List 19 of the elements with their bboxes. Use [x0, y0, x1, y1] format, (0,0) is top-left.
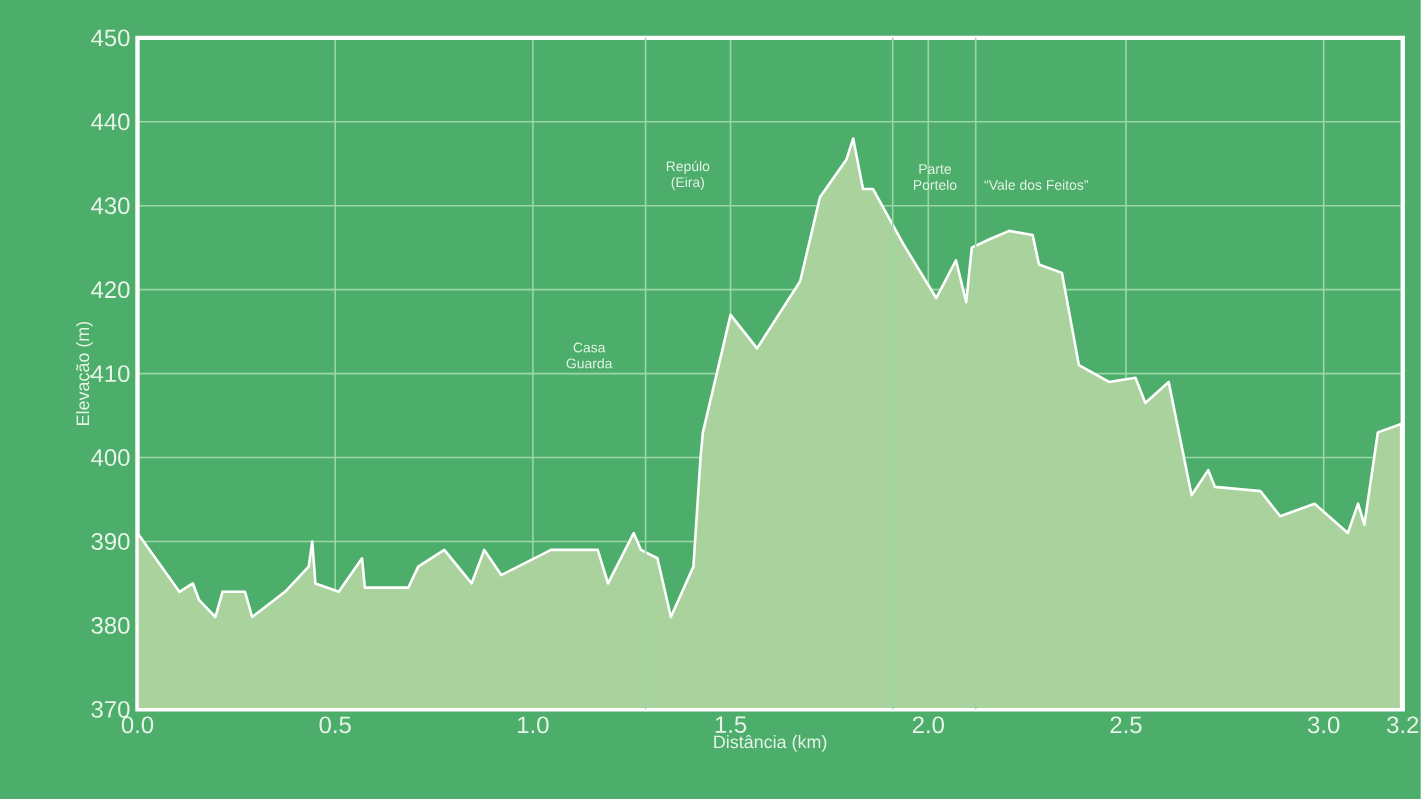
y-tick-label: 390 [91, 533, 130, 551]
x-axis-title: Distância (km) [714, 735, 827, 753]
y-tick-label: 430 [91, 197, 130, 215]
x-tick-label: 1.5 [715, 716, 747, 734]
y-tick-label: 420 [91, 281, 130, 299]
x-tick-label: 0.0 [121, 716, 154, 734]
y-tick-label: 370 [91, 701, 130, 719]
x-tick-label: 3.0 [1307, 716, 1340, 734]
x-tick-label: 2.5 [1110, 716, 1142, 734]
y-tick-label: 440 [91, 113, 130, 131]
y-axis-title: Elevação (m) [76, 322, 93, 426]
x-tick-label: 3.2 [1387, 716, 1419, 734]
y-tick-label: 400 [91, 449, 130, 467]
x-tick-label: 1.0 [518, 716, 549, 734]
x-tick-label: 0.5 [319, 716, 351, 734]
y-tick-label: 410 [91, 365, 130, 383]
y-tick-label: 450 [91, 29, 130, 47]
x-tick-label: 2.0 [912, 716, 944, 734]
y-tick-label: 380 [91, 617, 130, 635]
